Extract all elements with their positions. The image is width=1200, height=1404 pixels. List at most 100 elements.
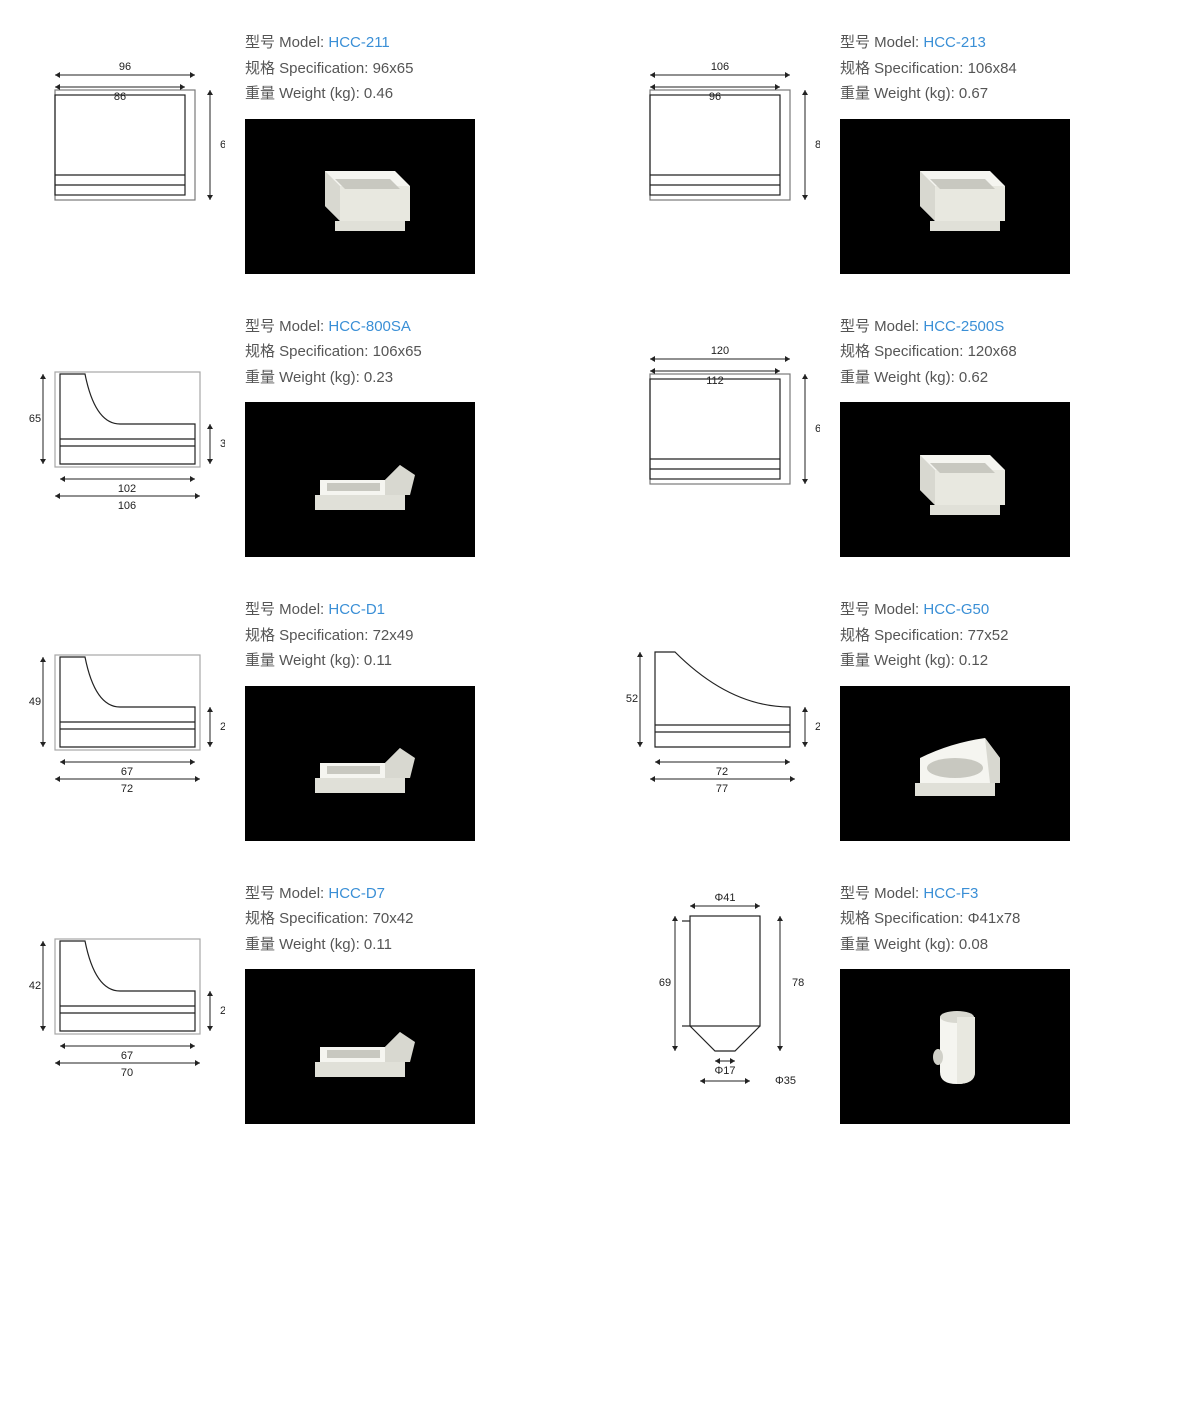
model-label: 型号 Model: — [245, 34, 328, 51]
product-card: 42 21 67 70 型号 Model: HCC-D7 规格 Specific… — [20, 881, 585, 1125]
spec-label: 规格 Specification: — [245, 343, 373, 360]
weight-label: 重量 Weight (kg): — [245, 85, 364, 102]
svg-text:65: 65 — [220, 139, 225, 151]
model-code: HCC-213 — [923, 34, 986, 51]
weight-label: 重量 Weight (kg): — [245, 652, 364, 669]
model-label: 型号 Model: — [245, 885, 328, 902]
svg-text:Φ41: Φ41 — [714, 892, 735, 904]
svg-text:84: 84 — [815, 139, 820, 151]
svg-text:24: 24 — [220, 721, 225, 733]
spec-value: 120x68 — [968, 343, 1017, 360]
product-photo — [840, 119, 1070, 274]
model-code: HCC-211 — [328, 34, 389, 51]
product-photo — [840, 402, 1070, 557]
model-label: 型号 Model: — [840, 34, 923, 51]
spec-label: 规格 Specification: — [245, 910, 373, 927]
technical-diagram: Φ41 69 78 Φ17 Φ35 — [615, 881, 825, 1091]
product-photo — [245, 119, 475, 274]
weight-label: 重量 Weight (kg): — [245, 369, 364, 386]
product-card: 120 112 68 型号 Model: HCC-2500S 规格 Specif… — [615, 314, 1180, 558]
technical-diagram: 120 112 68 — [615, 314, 825, 524]
model-code: HCC-D1 — [328, 601, 385, 618]
product-specs: 型号 Model: HCC-2500S 规格 Specification: 12… — [840, 314, 1180, 391]
model-code: HCC-F3 — [923, 885, 978, 902]
technical-diagram: 106 96 84 — [615, 30, 825, 240]
technical-diagram: 96 86 65 — [20, 30, 230, 240]
spec-label: 规格 Specification: — [245, 60, 373, 77]
product-photo — [245, 969, 475, 1124]
weight-label: 重量 Weight (kg): — [840, 652, 959, 669]
weight-value: 0.11 — [364, 652, 392, 669]
model-code: HCC-G50 — [923, 601, 989, 618]
svg-text:22: 22 — [815, 721, 820, 733]
spec-value: 106x65 — [373, 343, 422, 360]
product-card: 106 96 84 型号 Model: HCC-213 规格 Specifica… — [615, 30, 1180, 274]
product-specs: 型号 Model: HCC-213 规格 Specification: 106x… — [840, 30, 1180, 107]
spec-label: 规格 Specification: — [245, 627, 373, 644]
svg-text:102: 102 — [118, 483, 136, 495]
weight-value: 0.23 — [364, 369, 393, 386]
spec-value: 72x49 — [373, 627, 414, 644]
product-card: 49 24 67 72 型号 Model: HCC-D1 规格 Specific… — [20, 597, 585, 841]
product-specs: 型号 Model: HCC-F3 规格 Specification: Φ41x7… — [840, 881, 1180, 958]
product-card: 65 30 102 106 型号 Model: HCC-800SA 规格 Spe… — [20, 314, 585, 558]
model-label: 型号 Model: — [840, 318, 923, 335]
svg-text:77: 77 — [716, 783, 728, 795]
svg-text:Φ35: Φ35 — [775, 1075, 796, 1086]
spec-value: 96x65 — [373, 60, 414, 77]
svg-text:21: 21 — [220, 1005, 225, 1017]
technical-diagram: 49 24 67 72 — [20, 597, 230, 807]
svg-text:106: 106 — [711, 61, 729, 73]
product-card: Φ41 69 78 Φ17 Φ35 型号 Model: HCC-F3 规格 Sp… — [615, 881, 1180, 1125]
svg-text:52: 52 — [626, 693, 638, 705]
model-code: HCC-D7 — [328, 885, 385, 902]
weight-value: 0.08 — [959, 936, 988, 953]
svg-text:78: 78 — [792, 977, 804, 989]
svg-text:42: 42 — [29, 980, 41, 992]
product-card: 96 86 65 型号 Model: HCC-211 规格 Specificat… — [20, 30, 585, 274]
weight-value: 0.12 — [959, 652, 988, 669]
technical-diagram: 42 21 67 70 — [20, 881, 230, 1091]
svg-text:70: 70 — [121, 1067, 133, 1079]
model-label: 型号 Model: — [840, 885, 923, 902]
technical-diagram: 52 22 72 77 — [615, 597, 825, 807]
svg-text:67: 67 — [121, 1050, 133, 1062]
product-photo — [840, 686, 1070, 841]
svg-text:86: 86 — [114, 91, 126, 103]
weight-label: 重量 Weight (kg): — [245, 936, 364, 953]
svg-text:72: 72 — [121, 783, 133, 795]
svg-text:120: 120 — [711, 345, 729, 357]
product-specs: 型号 Model: HCC-211 规格 Specification: 96x6… — [245, 30, 585, 107]
weight-value: 0.11 — [364, 936, 392, 953]
product-photo — [245, 686, 475, 841]
weight-value: 0.46 — [364, 85, 393, 102]
svg-text:72: 72 — [716, 766, 728, 778]
technical-diagram: 65 30 102 106 — [20, 314, 230, 524]
svg-text:68: 68 — [815, 423, 820, 435]
spec-value: 77x52 — [968, 627, 1009, 644]
weight-label: 重量 Weight (kg): — [840, 85, 959, 102]
model-label: 型号 Model: — [840, 601, 923, 618]
model-label: 型号 Model: — [245, 601, 328, 618]
svg-text:67: 67 — [121, 766, 133, 778]
svg-text:30: 30 — [220, 438, 225, 450]
product-card: 52 22 72 77 型号 Model: HCC-G50 规格 Specifi… — [615, 597, 1180, 841]
product-specs: 型号 Model: HCC-800SA 规格 Specification: 10… — [245, 314, 585, 391]
svg-text:Φ17: Φ17 — [714, 1065, 735, 1077]
spec-label: 规格 Specification: — [840, 60, 968, 77]
model-label: 型号 Model: — [245, 318, 328, 335]
weight-value: 0.67 — [959, 85, 988, 102]
weight-value: 0.62 — [959, 369, 988, 386]
svg-text:96: 96 — [119, 61, 131, 73]
spec-label: 规格 Specification: — [840, 627, 968, 644]
product-specs: 型号 Model: HCC-G50 规格 Specification: 77x5… — [840, 597, 1180, 674]
spec-label: 规格 Specification: — [840, 343, 968, 360]
product-specs: 型号 Model: HCC-D1 规格 Specification: 72x49… — [245, 597, 585, 674]
svg-text:106: 106 — [118, 500, 136, 512]
spec-value: 70x42 — [373, 910, 414, 927]
model-code: HCC-800SA — [328, 318, 411, 335]
svg-text:112: 112 — [706, 375, 724, 387]
svg-text:49: 49 — [29, 696, 41, 708]
product-photo — [840, 969, 1070, 1124]
svg-text:69: 69 — [659, 977, 671, 989]
